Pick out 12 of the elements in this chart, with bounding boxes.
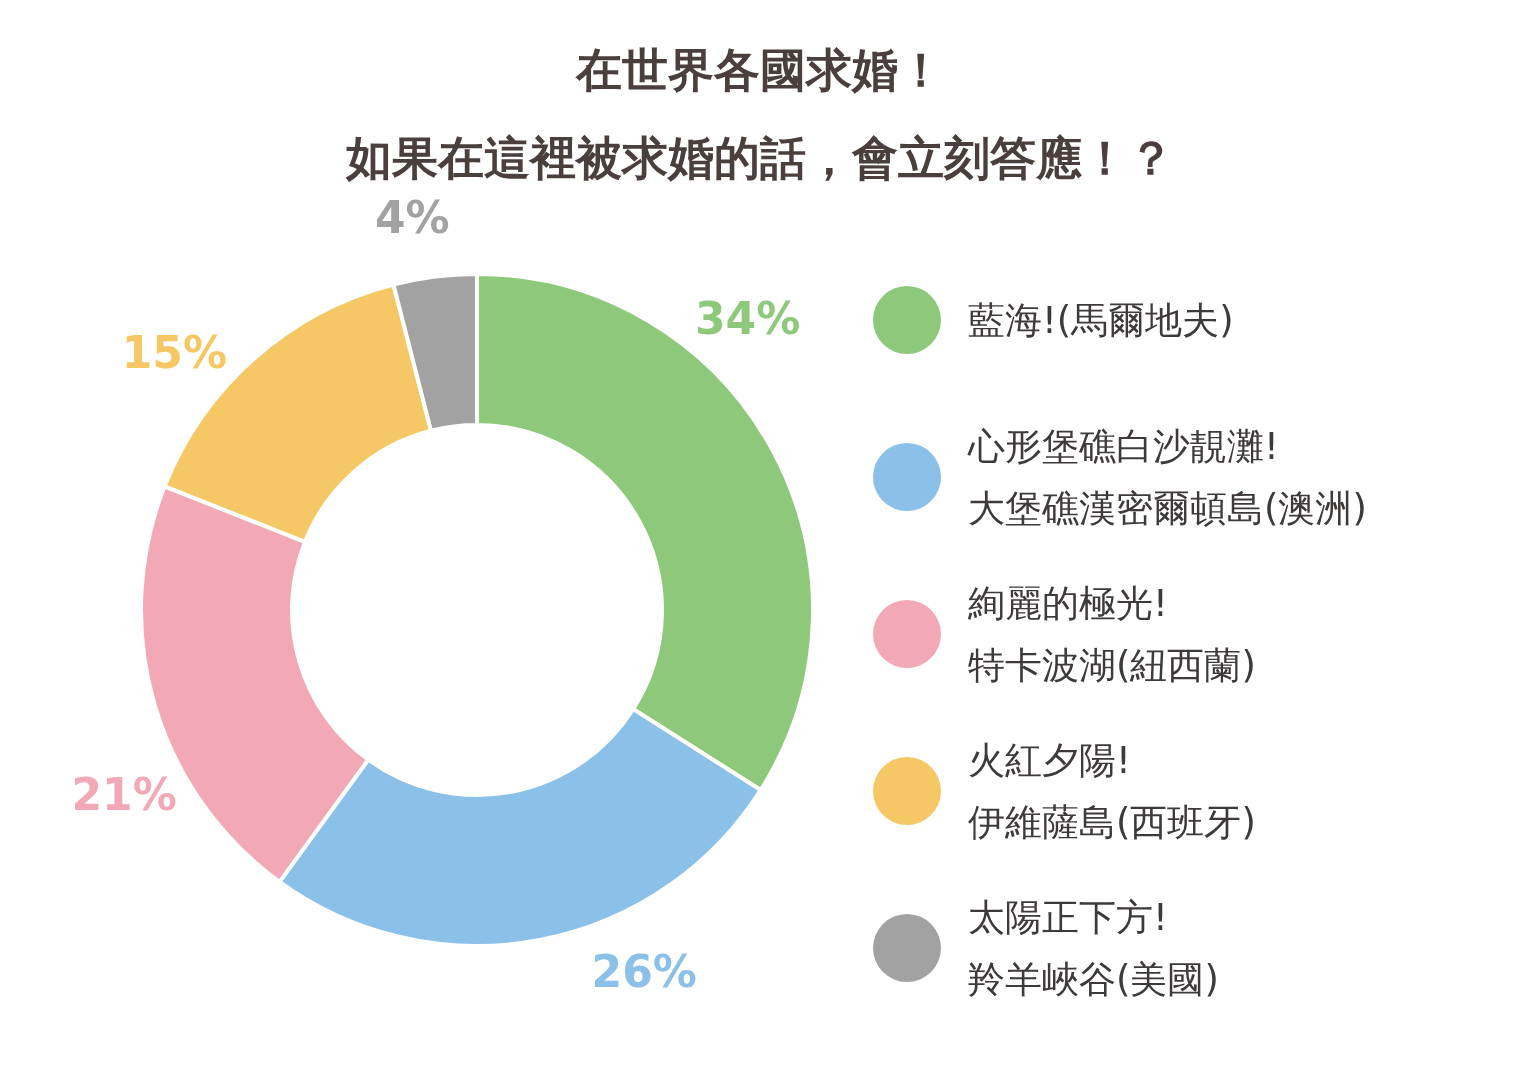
legend-label: 藍海!(馬爾地夫) bbox=[968, 299, 1234, 342]
chart-subtitle: 如果在這裡被求婚的話，會立刻答應！？ bbox=[345, 131, 1174, 185]
legend-label: 絢麗的極光! 特卡波湖(紐西蘭) bbox=[967, 582, 1256, 687]
chart-title: 在世界各國求婚！ bbox=[575, 43, 944, 97]
legend-label: 太陽正下方! 羚羊峽谷(美國) bbox=[968, 896, 1219, 1001]
data-label: 21% bbox=[71, 769, 177, 821]
data-label: 4% bbox=[374, 192, 450, 244]
legend-label: 心形堡礁白沙靚灘! 大堡礁漢密爾頓島(澳洲) bbox=[967, 425, 1367, 530]
data-label: 26% bbox=[591, 946, 697, 998]
legend-label: 火紅夕陽! 伊維薩島(西班牙) bbox=[968, 739, 1256, 844]
data-label: 15% bbox=[121, 326, 228, 378]
data-label: 34% bbox=[694, 293, 801, 345]
